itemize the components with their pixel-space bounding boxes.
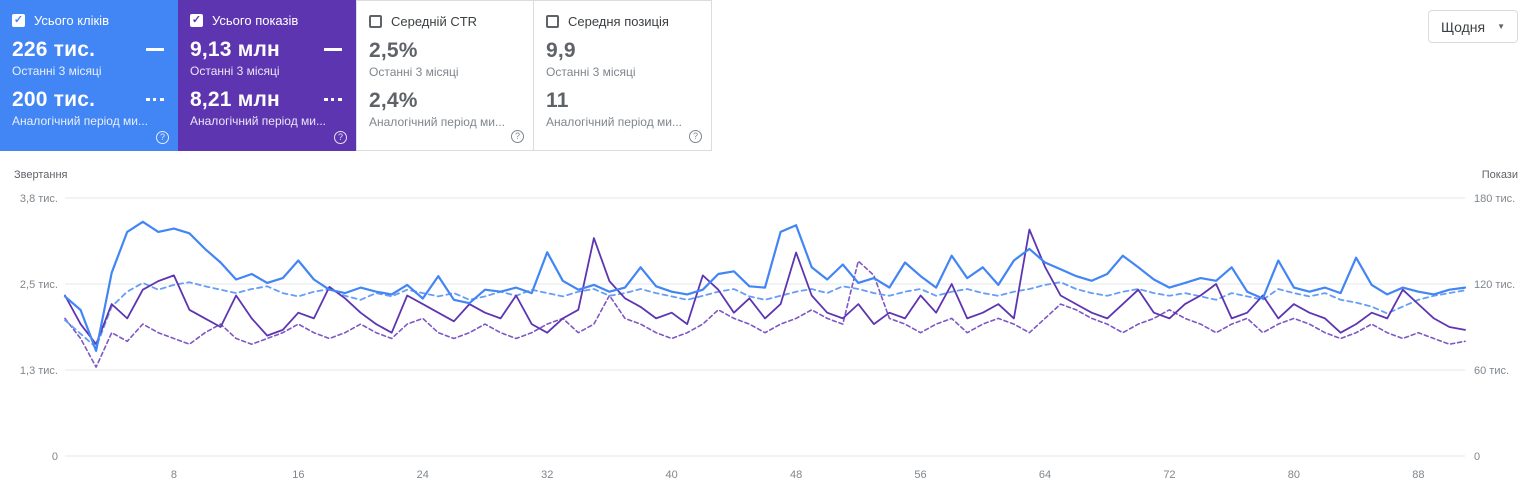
card-header: Середній CTR	[369, 13, 521, 29]
card-header: ✓ Усього кліків	[12, 12, 166, 28]
series-impressions-current	[64, 228, 1466, 346]
previous-period-label: Аналогічний період ми...	[546, 115, 682, 130]
performance-chart-section: Звертання Покази 3,8 тис. 180 тис. 2,5 тис…	[0, 169, 1532, 486]
left-axis-tick: 3,8 тис.	[20, 193, 58, 205]
x-axis-tick: 32	[541, 469, 553, 481]
checkbox-total-clicks[interactable]: ✓	[12, 13, 25, 27]
x-axis-tick: 24	[417, 469, 429, 481]
previous-period-label: Аналогічний період ми...	[12, 114, 148, 129]
card-total-impressions[interactable]: ✓ Усього показів 9,13 млн Останні 3 міся…	[178, 0, 356, 151]
previous-value: 2,4%	[369, 89, 418, 113]
checkbox-average-ctr[interactable]	[369, 14, 382, 28]
right-axis-tick: 120 тис.	[1474, 279, 1515, 291]
dropdown-caret-icon: ▼	[1497, 22, 1505, 31]
current-value: 2,5%	[369, 39, 418, 62]
previous-value: 8,21 млн	[190, 88, 280, 112]
card-label: Усього показів	[212, 12, 299, 28]
current-value: 9,13 млн	[190, 38, 280, 61]
left-axis-title: Звертання	[14, 169, 68, 181]
x-axis-tick: 72	[1163, 469, 1175, 481]
checkbox-total-impressions[interactable]: ✓	[190, 13, 203, 27]
previous-value-row: 2,4%	[369, 89, 521, 112]
x-axis-tick: 80	[1288, 469, 1300, 481]
previous-value: 11	[546, 89, 569, 113]
date-granularity-dropdown[interactable]: Щодня ▼	[1427, 10, 1518, 43]
performance-chart[interactable]: 3,8 тис. 180 тис. 2,5 тис. 120 тис. 1,3 тис.…	[0, 184, 1532, 486]
series-clicks-current	[63, 220, 1467, 352]
metric-cards: ✓ Усього кліків 226 тис. Останні 3 місяц…	[0, 0, 712, 151]
solid-line-icon	[146, 48, 164, 52]
header-row: ✓ Усього кліків 226 тис. Останні 3 місяц…	[0, 0, 1532, 151]
previous-value: 200 тис.	[12, 88, 96, 112]
series-clicks-previous	[64, 281, 1466, 349]
dashed-line-icon	[146, 98, 164, 102]
previous-period-label: Аналогічний період ми...	[369, 115, 505, 130]
series-impressions-previous	[64, 260, 1466, 368]
solid-line-icon	[324, 48, 342, 52]
date-granularity-label: Щодня	[1440, 18, 1486, 35]
help-icon[interactable]: ?	[334, 131, 347, 144]
checkbox-average-position[interactable]	[546, 14, 559, 28]
card-label: Середній CTR	[391, 13, 478, 29]
help-icon[interactable]: ?	[689, 130, 702, 143]
x-axis-tick: 8	[171, 469, 177, 481]
previous-value-row: 8,21 млн	[190, 88, 344, 111]
help-icon[interactable]: ?	[156, 131, 169, 144]
current-period-label: Останні 3 місяці	[369, 65, 459, 80]
card-average-ctr[interactable]: Середній CTR 2,5% Останні 3 місяці 2,4% …	[356, 0, 534, 151]
current-value-row: 226 тис.	[12, 38, 166, 61]
previous-value-row: 200 тис.	[12, 88, 166, 111]
right-axis-tick: 60 тис.	[1474, 365, 1509, 377]
x-axis-tick: 64	[1039, 469, 1051, 481]
current-period-label: Останні 3 місяці	[546, 65, 636, 80]
dashed-line-icon	[324, 98, 342, 102]
right-axis-title: Покази	[1481, 169, 1518, 181]
x-axis-tick: 16	[292, 469, 304, 481]
previous-value-row: 11	[546, 89, 699, 112]
x-axis-tick: 88	[1412, 469, 1424, 481]
current-value-row: 9,9	[546, 39, 699, 62]
current-value-row: 9,13 млн	[190, 38, 344, 61]
previous-period-label: Аналогічний період ми...	[190, 114, 326, 129]
left-axis-tick: 0	[52, 451, 58, 463]
left-axis-tick: 2,5 тис.	[20, 279, 58, 291]
right-axis-tick: 180 тис.	[1474, 193, 1515, 205]
current-value: 226 тис.	[12, 38, 96, 61]
x-axis-tick: 56	[914, 469, 926, 481]
current-period-label: Останні 3 місяці	[12, 64, 102, 79]
help-icon[interactable]: ?	[511, 130, 524, 143]
axis-titles: Звертання Покази	[0, 169, 1532, 184]
card-average-position[interactable]: Середня позиція 9,9 Останні 3 місяці 11 …	[534, 0, 712, 151]
x-axis-tick: 40	[666, 469, 678, 481]
card-total-clicks[interactable]: ✓ Усього кліків 226 тис. Останні 3 місяц…	[0, 0, 178, 151]
left-axis-tick: 1,3 тис.	[20, 365, 58, 377]
card-header: Середня позиція	[546, 13, 699, 29]
current-value-row: 2,5%	[369, 39, 521, 62]
card-header: ✓ Усього показів	[190, 12, 344, 28]
current-period-label: Останні 3 місяці	[190, 64, 280, 79]
current-value: 9,9	[546, 39, 576, 62]
x-axis-tick: 48	[790, 469, 802, 481]
card-label: Середня позиція	[568, 13, 669, 29]
right-axis-tick: 0	[1474, 451, 1480, 463]
card-label: Усього кліків	[34, 12, 109, 28]
